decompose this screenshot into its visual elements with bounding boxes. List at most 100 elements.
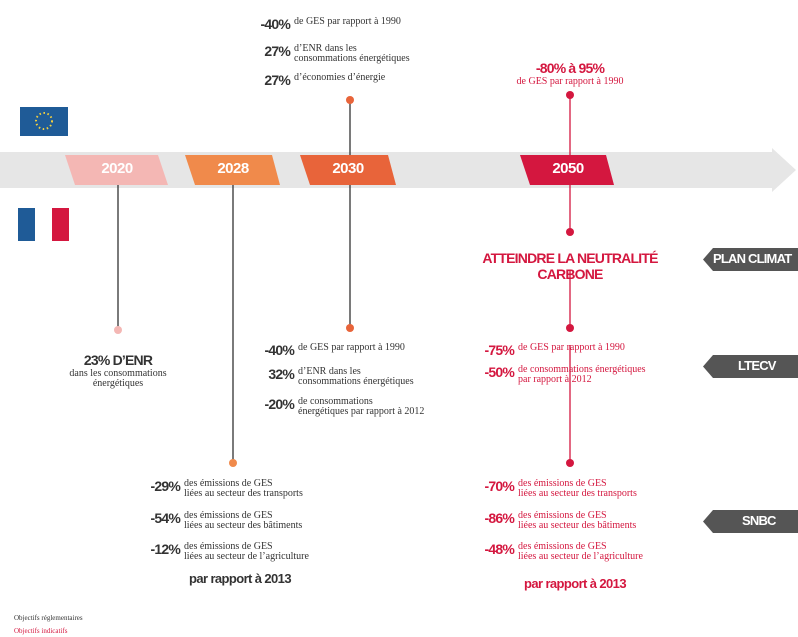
text-line: des émissions de GES [184,478,273,489]
target-block: 23% D’ENR dans les consommations énergétiq… [0,352,238,389]
eu-flag [20,107,68,136]
text-line: liées au secteur des bâtiments [518,520,637,531]
target-text: d’ENR dans les consommations énergétiques [294,43,410,64]
target-value: -29% [150,478,181,494]
target-value: -20% [264,396,295,412]
target-text: de consommations énergétiques par rapport… [298,396,424,417]
target-text: d’ENR dans les consommations énergétiques [298,366,414,387]
target-value: 27% [264,72,290,88]
target-row: -29% des émissions de GES liées au secteur… [138,478,303,499]
text-line: d’ENR dans les [298,366,361,377]
text-line: de consommations [298,396,373,407]
target-text: des émissions de GES liées au secteur des… [184,478,303,499]
target-row: -50% de consommations énergétiques par rap… [474,364,646,385]
text-line: des émissions de GES [518,510,607,521]
text-line: par rapport à 2012 [518,374,592,385]
target-text: de GES par rapport à 1990 [294,16,401,27]
target-row: 27% d’ENR dans les consommations énergétiq… [250,43,410,64]
text-line: d’ENR dans les [294,43,357,54]
target-text: de GES par rapport à 1990 [450,76,690,87]
plan-climat-tab [703,248,798,271]
dot [566,459,574,467]
text-line: des émissions de GES [184,510,273,521]
plan-climat-label: PLAN CLIMAT [713,251,792,266]
dot [566,228,574,236]
target-text: de GES par rapport à 1990 [298,342,405,353]
target-block: -80% à 95% de GES par rapport à 1990 [450,60,690,87]
text-line: énergétiques [92,378,144,389]
dot [114,326,122,334]
target-row: -75% de GES par rapport à 1990 [474,342,625,358]
target-value: -40% [260,16,291,32]
target-value: -48% [484,541,515,557]
target-text: des émissions de GES liées au secteur de … [184,541,309,562]
dot [229,459,237,467]
text-line: consommations énergétiques [294,53,410,64]
snbc-label: SNBC [742,513,776,528]
footer: par rapport à 2013 [524,576,627,591]
target-row: -12% des émissions de GES liées au secteur… [138,541,309,562]
target-value: -86% [484,510,515,526]
text-line: liées au secteur des transports [518,488,637,499]
dot [346,96,354,104]
fr-flag-red [52,208,69,241]
year-2020-tab [65,155,168,185]
text-line: des émissions de GES [518,478,607,489]
target-row: 27% d’économies d’énergie [250,72,385,88]
text-line: de GES par rapport à 1990 [294,16,401,27]
year-label: 2050 [552,160,584,177]
connectors [117,100,351,463]
target-value: 23% D’ENR [83,352,153,368]
target-text: d’économies d’énergie [294,72,385,83]
target-text: dans les consommations énergétiques [0,368,238,389]
target-value: -54% [150,510,181,526]
target-row: -40% de GES par rapport à 1990 [250,16,401,32]
text-line: d’économies d’énergie [294,72,386,83]
target-value: -70% [484,478,515,494]
target-row: -86% des émissions de GES liées au secteur… [474,510,637,531]
text-line: liées au secteur de l’agriculture [518,551,643,562]
text-line: liées au secteur de l’agriculture [184,551,309,562]
year-2050-tab [520,155,614,185]
eu-stars [35,112,53,130]
text-line: des émissions de GES [184,541,273,552]
dot [566,324,574,332]
ltecv-label: LTECV [738,358,776,373]
target-value: -40% [264,342,295,358]
ltecv-tab [703,355,798,378]
target-text: des émissions de GES liées au secteur des… [518,478,637,499]
target-text: des émissions de GES liées au secteur de … [518,541,643,562]
target-row: -48% des émissions de GES liées au secteur… [474,541,643,562]
target-text: des émissions de GES liées au secteur des… [184,510,302,531]
plan-climat-goal: ATTEINDRE LA NEUTRALITÉ CARBONE [482,250,658,282]
target-value: 27% [264,43,290,59]
text-line: liées au secteur des transports [184,488,303,499]
target-value: 32% [268,366,294,382]
target-row: 32% d’ENR dans les consommations énergétiq… [254,366,414,387]
legend-item: Objectifs réglementaires [14,614,83,622]
target-row: -40% de GES par rapport à 1990 [254,342,405,358]
text-line: de consommations énergétiques [518,364,646,375]
target-text: des émissions de GES liées au secteur des… [518,510,636,531]
text-line: consommations énergétiques [298,376,414,387]
year-2028-tab [185,155,280,185]
legend-item: Objectifs indicatifs [14,627,68,635]
target-value: -50% [484,364,515,380]
snbc-tab [703,510,798,533]
fr-flag-blue [18,208,35,241]
text-line: de GES par rapport à 1990 [516,76,624,87]
year-label: 2020 [101,160,133,177]
text-line: de GES par rapport à 1990 [518,342,625,353]
year-2030-tab [300,155,396,185]
target-text: de consommations énergétiques par rapport… [518,364,646,385]
text-line: des émissions de GES [518,541,607,552]
target-row: -20% de consommations énergétiques par rap… [254,396,425,417]
year-label: 2028 [217,160,249,177]
year-label: 2030 [332,160,364,177]
text-line: liées au secteur des bâtiments [184,520,303,531]
target-row: -70% des émissions de GES liées au secteur… [474,478,637,499]
target-row: -54% des émissions de GES liées au secteur… [138,510,303,531]
text-line: dans les consommations [69,368,167,379]
